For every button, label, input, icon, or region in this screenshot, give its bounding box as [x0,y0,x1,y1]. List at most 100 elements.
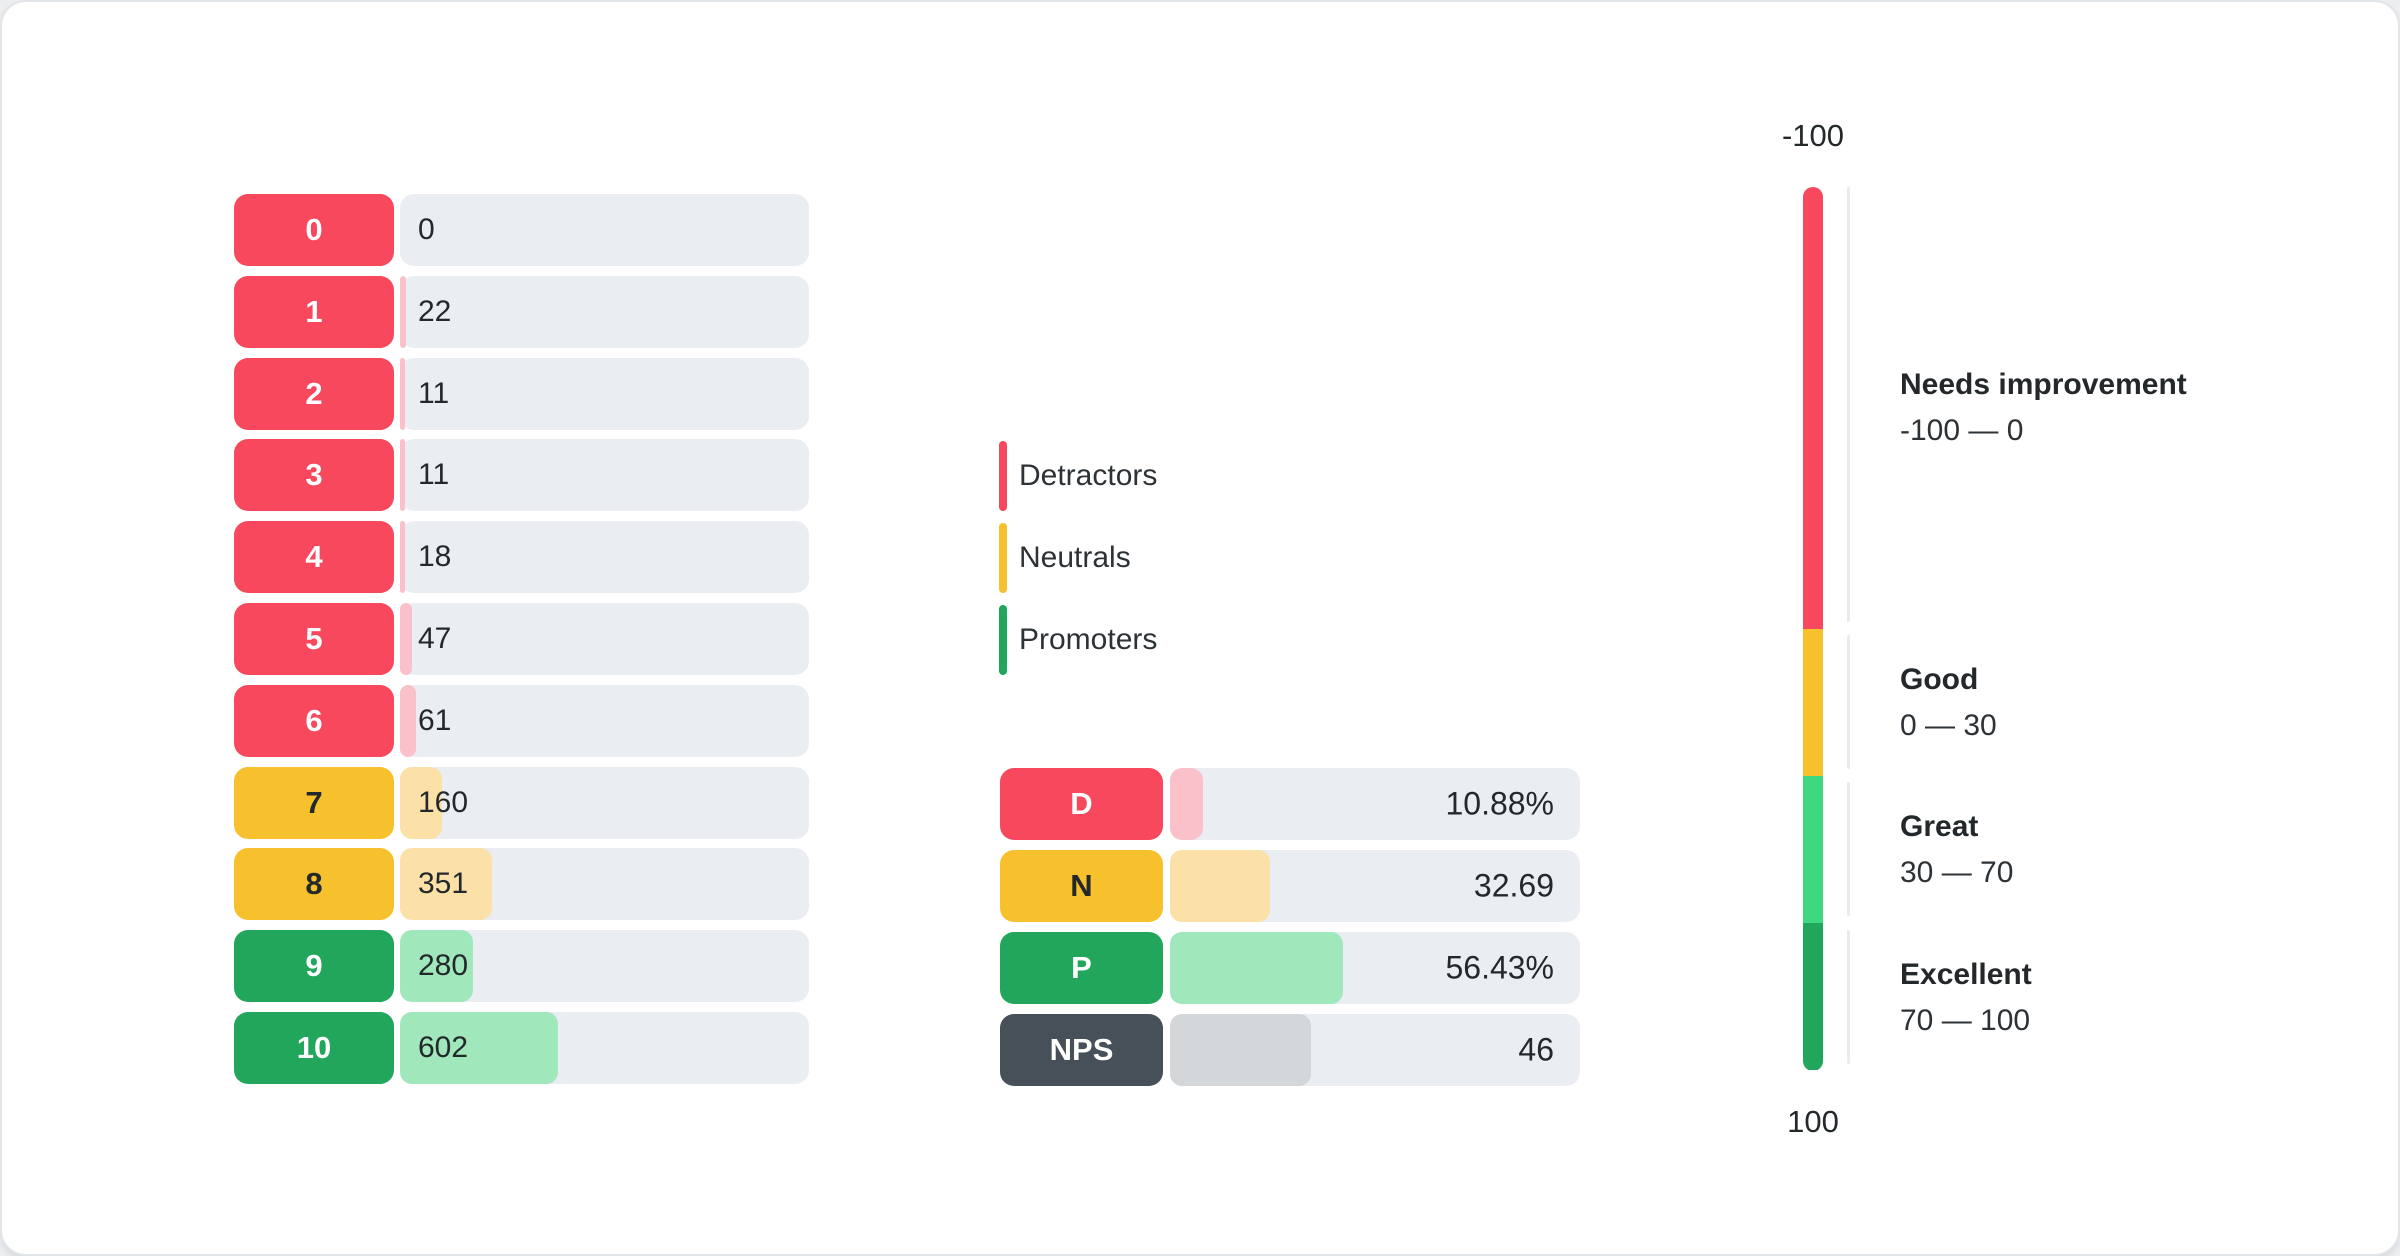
score-pill: 7 [234,767,394,839]
gauge-zone-label-needs-improvement: Needs improvement -100 — 0 [1900,366,2187,450]
zone-range: 70 — 100 [1900,1004,2031,1037]
summary-row: N 32.69 [2,850,1582,922]
score-value-label: 602 [418,1031,469,1064]
summary-pill: N [1000,850,1163,922]
zone-title: Good [1900,663,1979,696]
gauge-max-negative-label: -100 [1781,118,1845,153]
legend-item-promoters[interactable]: Promoters [999,605,1157,675]
score-pill: 1 [234,276,394,348]
score-bar-fill [400,767,442,839]
score-bar-track: 602 [400,1012,809,1084]
score-pill: 3 [234,439,394,511]
score-bar-fill [400,439,405,511]
legend-label: Detractors [1019,459,1158,492]
summary-bar-fill [1170,932,1343,1004]
summary-value-label: 46 [1518,1031,1554,1068]
score-pill: 5 [234,603,394,675]
score-bar-fill [400,848,492,920]
gauge-zone-label-good: Good 0 — 30 [1900,661,1997,745]
legend-swatch-icon [999,523,1007,593]
score-value-label: 280 [418,949,469,982]
zone-range: -100 — 0 [1900,414,2024,447]
legend-swatch-icon [999,605,1007,675]
score-pill: 4 [234,521,394,593]
gauge-divider-segment [1847,635,1850,769]
score-row: 7 160 [2,767,812,839]
score-bar-track: 0 [400,194,809,266]
zone-title: Great [1900,810,1979,843]
score-bar-track: 18 [400,521,809,593]
gauge-bar [1803,187,1823,1071]
gauge-zone-label-excellent: Excellent 70 — 100 [1900,956,2032,1040]
score-bar-fill [400,930,473,1002]
score-bar-track: 11 [400,358,809,430]
score-value-label: 351 [418,867,469,900]
score-bar-track: 22 [400,276,809,348]
summary-bar-track: 10.88% [1170,768,1580,840]
score-value-label: 11 [418,377,450,410]
score-value-label: 160 [418,786,469,819]
score-bar-track: 61 [400,685,809,757]
score-row: 1 22 [2,276,812,348]
summary-pill: NPS [1000,1014,1163,1086]
score-bar-track: 280 [400,930,809,1002]
summary-bar-fill [1170,850,1270,922]
summary-value-label: 10.88% [1445,785,1554,822]
zone-range: 0 — 30 [1900,709,1997,742]
score-bar-fill [400,276,406,348]
score-value-label: 11 [418,458,450,491]
legend-item-neutrals[interactable]: Neutrals [999,523,1131,593]
gauge-divider-segment [1847,187,1850,622]
summary-value-label: 32.69 [1473,867,1554,904]
score-bar-fill [400,685,416,757]
legend-swatch-icon [999,441,1007,511]
score-pill: 6 [234,685,394,757]
gauge-divider-segment [1847,930,1850,1064]
summary-bar-track: 32.69 [1170,850,1580,922]
score-row: 9 280 [2,930,812,1002]
score-bar-track: 47 [400,603,809,675]
score-value-label: 18 [418,540,452,573]
summary-row: P 56.43% [2,932,1582,1004]
score-value-label: 0 [418,213,435,246]
legend-label: Promoters [1019,623,1158,656]
summary-bar-track: 56.43% [1170,932,1580,1004]
gauge-zone-label-great: Great 30 — 70 [1900,808,2013,892]
gauge-zone-great [1803,776,1823,923]
score-row: 5 47 [2,603,812,675]
gauge-zone-good [1803,629,1823,776]
legend-label: Neutrals [1019,541,1131,574]
score-row: 8 351 [2,848,812,920]
score-pill: 9 [234,930,394,1002]
score-value-label: 61 [418,704,452,737]
score-pill: 0 [234,194,394,266]
zone-title: Needs improvement [1900,368,2187,401]
score-bar-fill [400,358,405,430]
score-bar-fill [400,1012,558,1084]
summary-bar-fill [1170,768,1203,840]
gauge-zone-excellent [1803,923,1823,1070]
legend-item-detractors[interactable]: Detractors [999,441,1157,511]
gauge-max-positive-label: 100 [1787,1104,1839,1139]
gauge-divider-segment [1847,782,1850,916]
score-pill: 8 [234,848,394,920]
score-row: 3 11 [2,439,812,511]
score-pill: 2 [234,358,394,430]
score-bar-track: 351 [400,848,809,920]
zone-range: 30 — 70 [1900,856,2014,889]
score-bar-fill [400,521,405,593]
summary-value-label: 56.43% [1445,949,1554,986]
score-row: 6 61 [2,685,812,757]
score-bar-fill [400,603,412,675]
score-pill: 10 [234,1012,394,1084]
summary-bar-track: 46 [1170,1014,1580,1086]
score-row: 4 18 [2,521,812,593]
score-row: 10 602 [2,1012,812,1084]
gauge-zone-needs-improvement [1803,187,1823,629]
summary-pill: D [1000,768,1163,840]
summary-row: D 10.88% [2,768,1582,840]
summary-pill: P [1000,932,1163,1004]
